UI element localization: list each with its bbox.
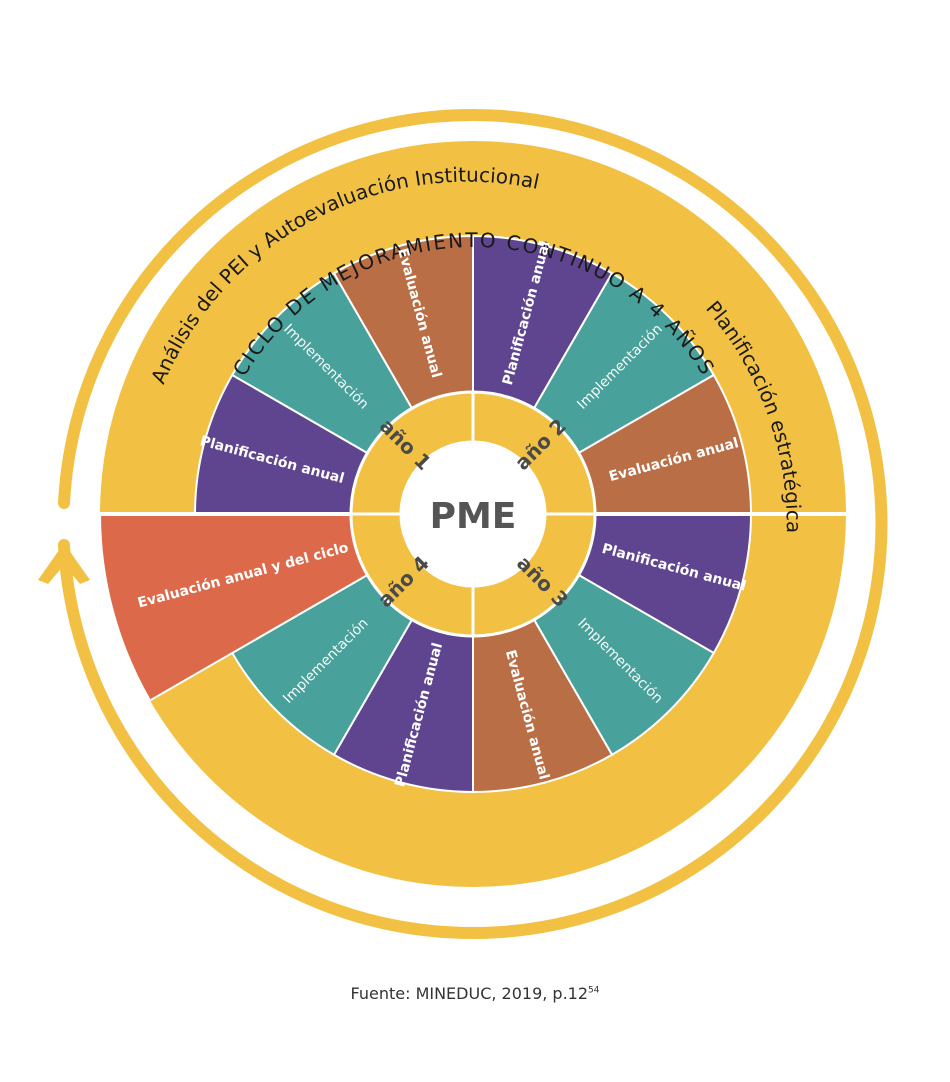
source-caption-text: Fuente: MINEDUC, 2019, p.12 — [350, 984, 589, 1003]
source-caption: Fuente: MINEDUC, 2019, p.1254 — [0, 984, 950, 1003]
center-circle — [401, 442, 545, 586]
cycle-arrow-ring — [58, 109, 888, 939]
center-label: PME — [430, 496, 517, 537]
pme-cycle-diagram: PME CICLO DE MEJORAMIENTO CONTINUO A 4 A… — [38, 109, 888, 939]
cycle-arrowhead — [38, 543, 90, 584]
source-caption-superscript: 54 — [588, 985, 600, 996]
